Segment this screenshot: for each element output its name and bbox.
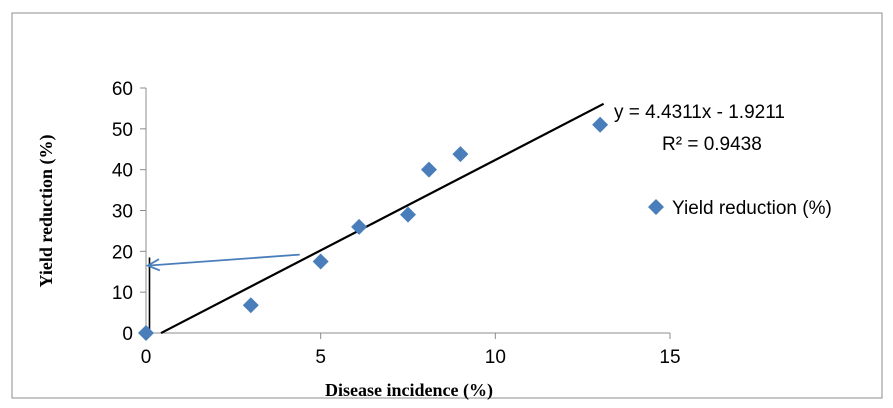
trendline-equation: y = 4.4311x - 1.9211 [614, 102, 785, 123]
y-tick-label: 10 [112, 283, 133, 304]
y-tick-label: 30 [112, 202, 133, 223]
y-tick-label: 60 [112, 79, 133, 100]
x-tick-label: 15 [659, 347, 680, 368]
x-tick-label: 0 [141, 347, 152, 368]
data-point [400, 206, 416, 223]
y-tick-label: 0 [122, 324, 133, 345]
legend-marker-diamond [648, 199, 664, 215]
y-axis-title: Yield reduction (%) [36, 135, 57, 288]
trendline-r2: R² = 0.9438 [662, 134, 762, 155]
trendline-group [160, 102, 605, 335]
x-ticks: 0 5 10 15 [141, 333, 681, 368]
chart-border [11, 12, 883, 399]
x-tick-label: 10 [485, 347, 506, 368]
annotation-arrow-line [147, 253, 300, 267]
data-point [351, 218, 368, 235]
legend-label: Yield reduction (%) [672, 198, 832, 219]
x-axis-title: Disease incidence (%) [325, 380, 493, 401]
data-point [420, 161, 437, 178]
legend: Yield reduction (%) [648, 198, 832, 219]
data-point [452, 146, 469, 163]
trendline [160, 102, 605, 335]
x-tick-label: 5 [315, 347, 326, 368]
data-points [138, 116, 609, 341]
data-point [242, 297, 259, 314]
annotation-arrow-group [145, 253, 300, 272]
data-point [138, 325, 154, 341]
annotation-arrow-head [145, 258, 161, 272]
y-tick-label: 40 [112, 161, 133, 182]
y-tick-label: 50 [112, 120, 133, 141]
data-point [312, 253, 329, 270]
y-tick-label: 20 [112, 242, 133, 263]
y-ticks: 0 10 20 30 40 50 60 [112, 79, 146, 345]
data-point [592, 116, 609, 133]
